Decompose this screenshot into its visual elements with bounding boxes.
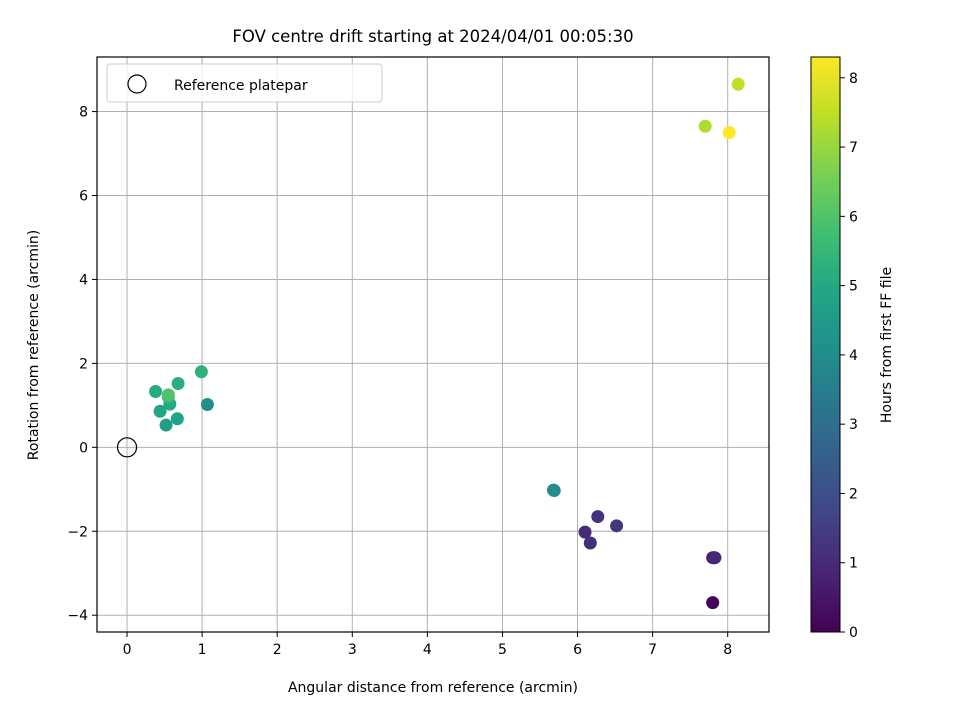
chart-title: FOV centre drift starting at 2024/04/01 …	[232, 27, 633, 46]
scatter-point	[583, 536, 597, 550]
colorbar: 0 1 2 3 4 5 6 7 8 Hours from first FF file	[810, 56, 895, 641]
scatter-point	[153, 404, 167, 418]
scatter-point	[698, 119, 712, 133]
plot-frame	[96, 56, 770, 633]
reference-point-marker	[116, 437, 138, 458]
x-tick-label: 5	[498, 642, 507, 658]
colorbar-tick-label: 1	[849, 556, 858, 572]
colorbar-tick-label: 0	[849, 625, 858, 641]
y-tick-label: 4	[79, 272, 88, 288]
legend-marker-icon	[127, 74, 147, 94]
y-tick-label: 8	[79, 105, 88, 121]
scatter-point	[708, 551, 722, 565]
scatter-point	[200, 398, 214, 412]
y-tick-label: 2	[79, 356, 88, 372]
scatter-point	[149, 385, 163, 399]
colorbar-tick-label: 6	[849, 209, 858, 225]
x-tick-label: 3	[348, 642, 357, 658]
scatter-point	[171, 377, 185, 391]
legend-box	[106, 63, 383, 103]
x-tick-label: 8	[723, 642, 732, 658]
colorbar-tick-label: 7	[849, 140, 858, 156]
y-tick-label: 0	[79, 440, 88, 456]
data-points	[116, 77, 745, 610]
x-tick-label: 1	[198, 642, 207, 658]
x-tick-label: 2	[273, 642, 282, 658]
scatter-point	[731, 77, 745, 91]
x-axis-label: Angular distance from reference (arcmin)	[288, 680, 578, 696]
scatter-point	[161, 388, 175, 402]
colorbar-tick-label: 5	[849, 279, 858, 295]
scatter-point	[591, 510, 605, 524]
y-axis-label: Rotation from reference (arcmin)	[26, 230, 42, 460]
colorbar-tick-label: 8	[849, 71, 858, 87]
colorbar-tick-label: 2	[849, 486, 858, 502]
x-tick-label: 7	[648, 642, 657, 658]
colorbar-tick-label: 4	[849, 348, 858, 364]
y-tick-label: −2	[67, 524, 88, 540]
scatter-point	[194, 365, 208, 379]
colorbar-gradient	[810, 56, 841, 633]
colorbar-tick-label: 3	[849, 417, 858, 433]
scatter-point	[159, 418, 173, 432]
y-axis-ticks: −4 −2 0 2 4 6 8	[67, 105, 97, 624]
x-tick-label: 4	[423, 642, 432, 658]
grid-lines	[97, 57, 769, 632]
y-tick-label: −4	[67, 608, 88, 624]
scatter-point	[170, 412, 184, 426]
legend: Reference platepar	[106, 63, 383, 103]
scatter-point	[578, 525, 592, 539]
x-tick-label: 0	[123, 642, 132, 658]
colorbar-label: Hours from first FF file	[879, 267, 895, 423]
y-tick-label: 6	[79, 189, 88, 205]
x-tick-label: 6	[573, 642, 582, 658]
colorbar-ticks: 0 1 2 3 4 5 6 7 8	[840, 71, 858, 641]
scatter-point	[610, 519, 624, 533]
scatter-point	[706, 596, 720, 610]
legend-entry: Reference platepar	[174, 78, 308, 94]
scatter-point	[547, 484, 561, 498]
x-axis-ticks: 0 1 2 3 4 5 6 7 8	[123, 632, 732, 658]
scatter-point	[722, 126, 736, 140]
